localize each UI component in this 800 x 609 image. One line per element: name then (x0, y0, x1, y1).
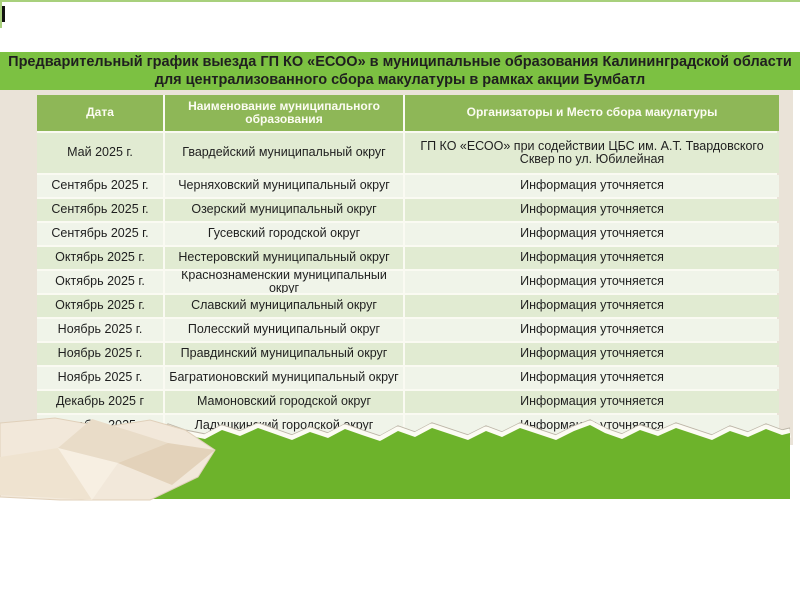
page-title-line1: Предварительный график выезда ГП КО «ЕСО… (8, 54, 792, 70)
table-row: Октябрь 2025 г. Нестеровский муниципальны… (37, 247, 779, 269)
cell-date: Май 2025 г. (37, 133, 163, 173)
cell-municipality: Краснознаменский муниципальный округ (165, 271, 403, 293)
cell-date: Сентябрь 2025 г. (37, 223, 163, 245)
table-row: Ноябрь 2025 г. Полесский муниципальный ок… (37, 319, 779, 341)
header-date: Дата (37, 95, 163, 131)
cell-organizers: Информация уточняется (405, 175, 779, 197)
cell-municipality: Гвардейский муниципальный округ (165, 133, 403, 173)
cell-date: Ноябрь 2025 г. (37, 343, 163, 365)
cell-date: Октябрь 2025 г. (37, 295, 163, 317)
cell-date: Ноябрь 2025 г. (37, 319, 163, 341)
table-row: Октябрь 2025 г. Краснознаменский муниципа… (37, 271, 779, 293)
left-green-strip (0, 0, 2, 28)
cell-municipality: Мамоновский городской округ (165, 391, 403, 413)
table-row: Ноябрь 2025 г. Правдинский муниципальный … (37, 343, 779, 365)
cell-municipality: Озерский муниципальный округ (165, 199, 403, 221)
table-body: Май 2025 г. Гвардейский муниципальный окр… (37, 133, 779, 437)
header-organizers: Организаторы и Место сбора макулатуры (405, 95, 779, 131)
cell-date: Декабрь 2025 г (37, 391, 163, 413)
title-band: Предварительный график выезда ГП КО «ЕСО… (0, 52, 800, 90)
crumpled-paper-image (0, 417, 216, 501)
table-row: Ноябрь 2025 г. Багратионовский муниципаль… (37, 367, 779, 389)
cell-organizers: Информация уточняется (405, 319, 779, 341)
text-cursor (2, 6, 5, 22)
table-row: Сентябрь 2025 г. Озерский муниципальный о… (37, 199, 779, 221)
cell-date: Октябрь 2025 г. (37, 247, 163, 269)
cell-municipality: Славский муниципальный округ (165, 295, 403, 317)
cell-date: Сентябрь 2025 г. (37, 199, 163, 221)
top-green-strip (0, 0, 800, 2)
cell-organizers: Информация уточняется (405, 343, 779, 365)
schedule-table: Дата Наименование муниципального образов… (37, 95, 779, 439)
cell-organizers: Информация уточняется (405, 295, 779, 317)
cell-date: Сентябрь 2025 г. (37, 175, 163, 197)
cell-municipality: Черняховский муниципальный округ (165, 175, 403, 197)
cell-date: Ноябрь 2025 г. (37, 367, 163, 389)
table-row: Декабрь 2025 г Мамоновский городской окру… (37, 391, 779, 413)
cell-organizers: Информация уточняется (405, 199, 779, 221)
torn-paper-decoration (0, 417, 792, 501)
cell-organizers: Информация уточняется (405, 367, 779, 389)
cell-organizers: ГП КО «ЕСОО» при содействии ЦБС им. А.Т.… (405, 133, 779, 173)
cell-organizers: Информация уточняется (405, 247, 779, 269)
green-torn-band (55, 425, 790, 499)
cell-organizers: Информация уточняется (405, 223, 779, 245)
cell-municipality: Багратионовский муниципальный округ (165, 367, 403, 389)
right-margin (793, 90, 800, 609)
cell-organizers: Информация уточняется (405, 271, 779, 293)
table-row: Май 2025 г. Гвардейский муниципальный окр… (37, 133, 779, 173)
table-header-row: Дата Наименование муниципального образов… (37, 95, 779, 131)
cell-municipality: Полесский муниципальный округ (165, 319, 403, 341)
cell-municipality: Правдинский муниципальный округ (165, 343, 403, 365)
table-row: Сентябрь 2025 г. Черняховский муниципальн… (37, 175, 779, 197)
table-row: Октябрь 2025 г. Славский муниципальный ок… (37, 295, 779, 317)
cell-municipality: Гусевский городской округ (165, 223, 403, 245)
table-row: Сентябрь 2025 г. Гусевский городской окру… (37, 223, 779, 245)
cell-date: Октябрь 2025 г. (37, 271, 163, 293)
cell-organizers: Информация уточняется (405, 391, 779, 413)
page-title-line2: для централизованного сбора макулатуры в… (154, 72, 646, 88)
cell-municipality: Нестеровский муниципальный округ (165, 247, 403, 269)
header-municipality: Наименование муниципального образования (165, 95, 403, 131)
